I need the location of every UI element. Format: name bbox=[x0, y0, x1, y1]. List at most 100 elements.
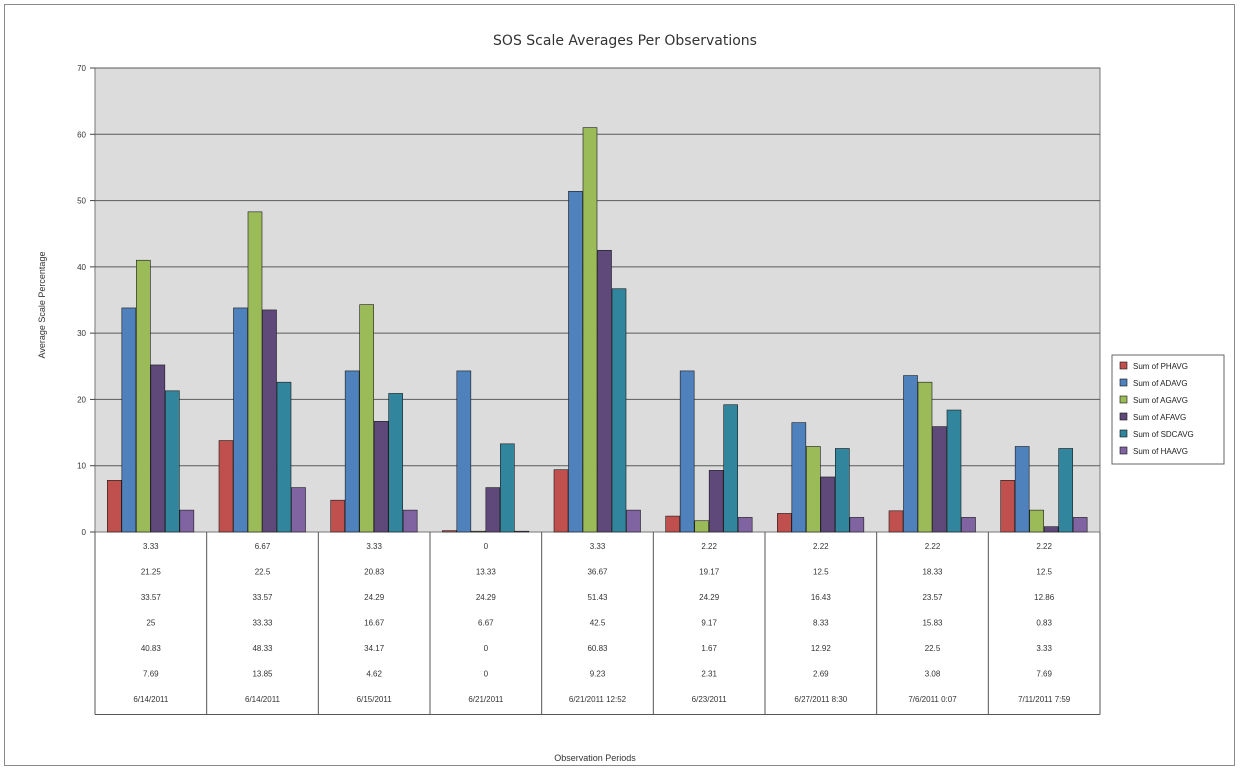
bar-series3-cat7 bbox=[806, 446, 821, 533]
table-cell-r5-c8: 22.5 bbox=[925, 644, 941, 653]
bar-series1-cat3 bbox=[330, 499, 345, 533]
table-cell-r4-c2: 33.33 bbox=[252, 619, 273, 628]
table-cell-r1-c8: 2.22 bbox=[925, 542, 941, 551]
table-cell-r1-c7: 2.22 bbox=[813, 542, 829, 551]
table-cell-r7-c3: 6/15/2011 bbox=[357, 695, 393, 704]
bar-series3-cat5 bbox=[582, 127, 598, 533]
y-tick-label-0: 0 bbox=[82, 528, 87, 537]
bar-series3-cat1 bbox=[136, 259, 151, 533]
bar-series1-cat9 bbox=[1000, 479, 1015, 533]
bar-series5-cat6 bbox=[723, 404, 738, 533]
legend: Sum of PHAVG Sum of ADAVG Sum of AGAVG Sum … bbox=[1111, 354, 1225, 465]
chart-svg: SOS Scale Averages Per Observations Aver… bbox=[37, 33, 1225, 763]
plot-area: 0 10 20 30 40 50 60 70 bbox=[77, 64, 1101, 537]
bar-series4-cat5 bbox=[597, 249, 612, 533]
table-cell-r3-c4: 24.29 bbox=[476, 593, 497, 602]
legend-swatch-3 bbox=[1119, 395, 1128, 404]
table-cell-r1-c9: 2.22 bbox=[1036, 542, 1052, 551]
table-cell-r2-c5: 36.67 bbox=[587, 568, 608, 577]
table-cell-r3-c3: 24.29 bbox=[364, 593, 385, 602]
table-cell-r6-c3: 4.62 bbox=[366, 670, 382, 679]
bar-series4-cat9 bbox=[1043, 526, 1059, 533]
table-cell-r3-c5: 51.43 bbox=[587, 593, 608, 602]
bar-series5-cat3 bbox=[388, 393, 403, 533]
bar-series2-cat9 bbox=[1014, 446, 1030, 533]
bar-series5-cat1 bbox=[165, 390, 180, 533]
y-axis-label: Average Scale Percentage bbox=[37, 252, 47, 359]
table-cell-r5-c6: 1.67 bbox=[701, 644, 717, 653]
table-cell-r7-c8: 7/6/2011 0:07 bbox=[908, 695, 957, 704]
table-cell-r6-c4: 0 bbox=[484, 670, 489, 679]
table-cell-r5-c4: 0 bbox=[484, 644, 489, 653]
bar-series1-cat5 bbox=[553, 469, 569, 533]
table-cell-r1-c5: 3.33 bbox=[590, 542, 606, 551]
table-cell-r2-c8: 18.33 bbox=[922, 568, 943, 577]
bar-series4-cat1 bbox=[150, 364, 166, 533]
table-cell-r1-c1: 3.33 bbox=[143, 542, 159, 551]
table-cell-r3-c8: 23.57 bbox=[922, 593, 943, 602]
table-cell-r3-c1: 33.57 bbox=[141, 593, 162, 602]
legend-label-5: Sum of SDCAVG bbox=[1133, 430, 1194, 439]
bar-series6-cat3 bbox=[402, 509, 418, 533]
table-cell-r4-c3: 16.67 bbox=[364, 619, 385, 628]
table-cell-r2-c1: 21.25 bbox=[141, 568, 162, 577]
table-cell-r1-c2: 6.67 bbox=[255, 542, 271, 551]
table-cell-r6-c2: 13.85 bbox=[252, 670, 273, 679]
bar-series2-cat5 bbox=[568, 190, 583, 533]
bar-series4-cat4 bbox=[485, 487, 501, 533]
y-tick-label-3: 30 bbox=[77, 329, 86, 338]
bar-series1-cat6 bbox=[665, 515, 680, 533]
table-cell-r7-c1: 6/14/2011 bbox=[133, 695, 169, 704]
bar-series3-cat2 bbox=[247, 211, 263, 533]
table-cell-r6-c9: 7.69 bbox=[1036, 670, 1052, 679]
bar-series2-cat6 bbox=[679, 370, 695, 533]
table-cell-r2-c6: 19.17 bbox=[699, 568, 720, 577]
legend-swatch-4 bbox=[1119, 412, 1128, 421]
chart-frame: SOS Scale Averages Per Observations Aver… bbox=[4, 4, 1235, 766]
bar-series6-cat9 bbox=[1072, 517, 1088, 533]
bar-series2-cat2 bbox=[233, 307, 248, 533]
x-axis-label: Observation Periods bbox=[554, 753, 636, 763]
bar-series2-cat4 bbox=[456, 370, 472, 533]
legend-label-3: Sum of AGAVG bbox=[1133, 396, 1188, 405]
bar-series1-cat7 bbox=[777, 513, 792, 533]
bar-series4-cat3 bbox=[373, 421, 389, 533]
legend-label-2: Sum of ADAVG bbox=[1133, 379, 1188, 388]
bar-series2-cat3 bbox=[344, 370, 360, 533]
bar-series1-cat1 bbox=[107, 479, 122, 533]
table-cell-r3-c9: 12.86 bbox=[1034, 593, 1055, 602]
legend-label-4: Sum of AFAVG bbox=[1133, 413, 1186, 422]
table-cell-r7-c2: 6/14/2011 bbox=[245, 695, 281, 704]
table-cell-r6-c6: 2.31 bbox=[701, 670, 717, 679]
table-cell-r3-c2: 33.57 bbox=[252, 593, 273, 602]
bar-series5-cat7 bbox=[835, 448, 850, 533]
bar-series6-cat5 bbox=[626, 509, 641, 533]
bar-series1-cat8 bbox=[888, 510, 904, 533]
bar-series3-cat4 bbox=[471, 530, 486, 533]
table-cell-r4-c9: 0.83 bbox=[1036, 619, 1052, 628]
table-cell-r3-c6: 24.29 bbox=[699, 593, 720, 602]
bar-series4-cat2 bbox=[262, 309, 277, 533]
data-table: 3.33 6.67 3.33 0 3.33 2.22 2.22 2.22 2.22 21.25 22… bbox=[94, 532, 1101, 715]
bar-series6-cat4 bbox=[514, 530, 530, 533]
table-cell-r7-c7: 6/27/2011 8:30 bbox=[794, 695, 847, 704]
table-cell-r4-c5: 42.5 bbox=[590, 619, 606, 628]
table-cell-r4-c1: 25 bbox=[146, 619, 155, 628]
table-cell-r2-c7: 12.5 bbox=[813, 568, 829, 577]
chart-title: SOS Scale Averages Per Observations bbox=[493, 33, 757, 49]
y-tick-label-4: 40 bbox=[77, 263, 86, 272]
bar-series5-cat9 bbox=[1058, 448, 1073, 533]
y-tick-label-6: 60 bbox=[77, 130, 86, 139]
y-tick-label-5: 50 bbox=[77, 197, 86, 206]
legend-swatch-1 bbox=[1119, 361, 1128, 370]
bar-series3-cat3 bbox=[359, 304, 374, 533]
table-cell-r3-c7: 16.43 bbox=[811, 593, 832, 602]
table-cell-r6-c8: 3.08 bbox=[925, 670, 941, 679]
bar-series3-cat9 bbox=[1029, 509, 1044, 533]
bar-series2-cat1 bbox=[121, 307, 137, 533]
table-cell-r5-c5: 60.83 bbox=[587, 644, 608, 653]
bar-series6-cat1 bbox=[179, 509, 195, 533]
table-cell-r2-c4: 13.33 bbox=[476, 568, 497, 577]
bar-series6-cat8 bbox=[961, 517, 976, 533]
table-cell-r2-c9: 12.5 bbox=[1036, 568, 1052, 577]
